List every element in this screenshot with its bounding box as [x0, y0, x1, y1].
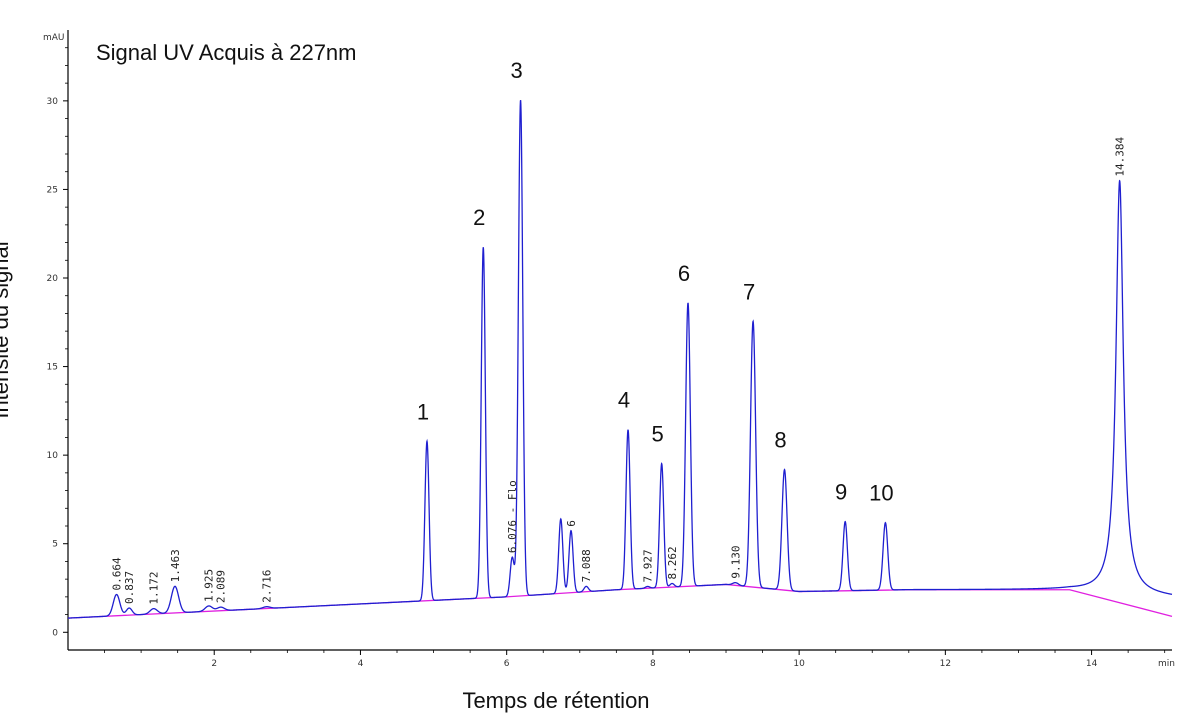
x-tick-label: 8: [650, 659, 656, 669]
peak-number: 10: [869, 481, 893, 506]
signal-trace: [67, 100, 1173, 619]
peak-number: 7: [743, 279, 755, 304]
retention-time-label: 6: [565, 520, 578, 527]
retention-time-label: 2.716: [261, 570, 274, 603]
x-tick-label: 12: [940, 659, 951, 669]
signal-layer: [67, 100, 1173, 619]
peak-number: 2: [473, 205, 485, 230]
y-axis-title-group: Intensité du signal: [0, 241, 13, 418]
x-tick-label: 10: [793, 659, 805, 669]
y-tick-label: 30: [47, 97, 59, 107]
x-tick-label: 6: [504, 659, 510, 669]
x-axis-title: Temps de rétention: [462, 688, 649, 713]
peak-number: 9: [835, 480, 847, 505]
retention-time-label: 1.925: [203, 569, 216, 602]
retention-time-label: 7.088: [580, 549, 593, 582]
retention-time-label: 0.664: [111, 557, 124, 590]
x-tick-label: 14: [1086, 659, 1098, 669]
peak-number: 4: [618, 388, 630, 413]
peak-number: 6: [678, 261, 690, 286]
y-tick-label: 20: [47, 274, 59, 284]
x-unit-label: min: [1158, 659, 1175, 669]
y-unit-label: mAU: [43, 33, 65, 43]
retention-time-label: 2.089: [215, 570, 228, 603]
retention-time-label: 0.837: [123, 571, 136, 604]
y-tick-label: 10: [47, 451, 59, 461]
peak-number: 1: [417, 399, 429, 424]
retention-time-label: 9.130: [730, 546, 743, 579]
retention-time-label: 1.172: [148, 572, 161, 605]
y-tick-label: 5: [52, 540, 58, 550]
peak-number: 3: [510, 58, 522, 83]
y-tick-label: 15: [47, 363, 58, 373]
chart-title: Signal UV Acquis à 227nm: [96, 40, 357, 65]
y-tick-label: 0: [52, 628, 58, 638]
retention-time-label: 8.262: [666, 546, 679, 579]
retention-time-label: 6.076 - Flo: [506, 480, 519, 553]
peak-number: 5: [652, 422, 664, 447]
y-axis-title: Intensité du signal: [0, 241, 13, 418]
retention-time-label: 14.384: [1114, 137, 1127, 177]
peak-number: 8: [774, 428, 786, 453]
x-tick-label: 4: [358, 659, 364, 669]
y-tick-label: 25: [47, 185, 58, 195]
retention-time-label: 1.463: [169, 549, 182, 582]
retention-time-label: 7.927: [642, 549, 655, 582]
x-tick-label: 2: [211, 659, 217, 669]
